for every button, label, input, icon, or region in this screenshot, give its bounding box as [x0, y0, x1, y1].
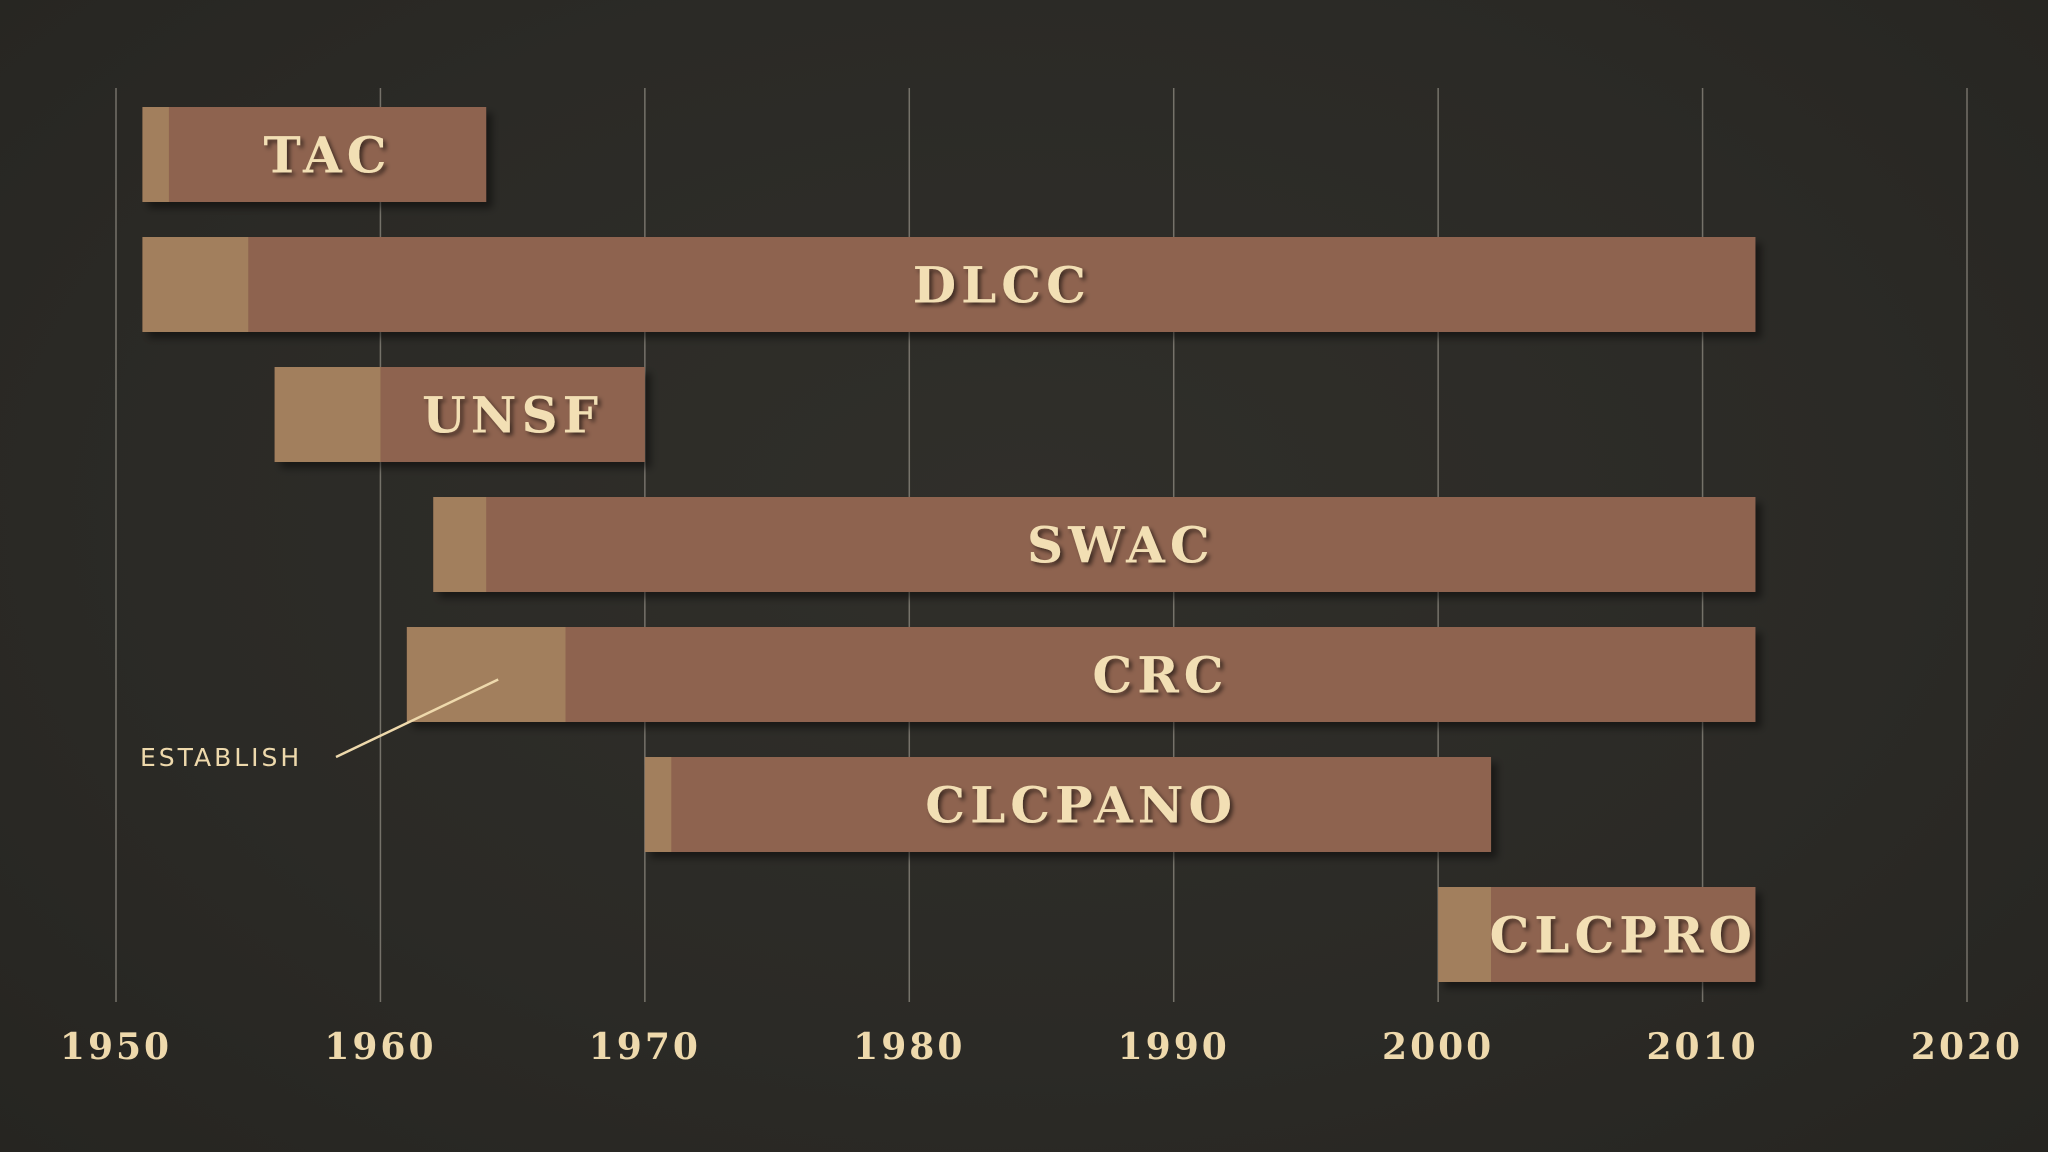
annotation-leader-line: [335, 678, 499, 759]
bar-label-dlcc: DLCC: [913, 256, 1091, 315]
bar-clcpano: [644, 757, 1492, 852]
bar-label-unsf: UNSF: [422, 386, 603, 445]
tick-label-2020: 2020: [1911, 1026, 2023, 1068]
bar-clcpro-establish: [1438, 887, 1492, 982]
bar-dlcc: [142, 237, 1756, 332]
bar-clcpro: [1438, 887, 1756, 982]
bar-label-clcpano: CLCPANO: [925, 776, 1237, 835]
bar-dlcc-establish: [142, 237, 249, 332]
bar-clcpano-establish: [644, 757, 672, 852]
tick-label-1970: 1970: [589, 1026, 701, 1068]
bar-label-tac: TAC: [264, 126, 392, 185]
tick-label-1950: 1950: [60, 1026, 172, 1068]
bar-label-crc: CRC: [1092, 646, 1228, 705]
bar-tac: [142, 107, 487, 202]
bar-swac-establish: [433, 497, 487, 592]
tick-label-1990: 1990: [1118, 1026, 1230, 1068]
tick-label-1980: 1980: [853, 1026, 965, 1068]
bar-swac-span: [433, 497, 1756, 592]
tick-label-1960: 1960: [324, 1026, 436, 1068]
bar-clcpano-span: [644, 757, 1492, 852]
bar-swac: [433, 497, 1756, 592]
bar-crc-span: [406, 627, 1756, 722]
tick-label-2000: 2000: [1382, 1026, 1494, 1068]
bars: TAC DLCC UNSF SWAC CRC CLCPANO CLCPRO: [142, 107, 1757, 982]
bar-dlcc-span: [142, 237, 1756, 332]
bar-label-clcpro: CLCPRO: [1490, 906, 1757, 965]
annotation: ESTABLISH: [140, 678, 499, 772]
tick-label-2010: 2010: [1646, 1026, 1758, 1068]
bar-tac-establish: [142, 107, 169, 202]
bar-unsf-establish: [274, 367, 381, 462]
bar-crc: [406, 627, 1756, 722]
annotation-establish-label: ESTABLISH: [140, 743, 302, 772]
bar-unsf: [274, 367, 645, 462]
bar-crc-establish: [406, 627, 566, 722]
bar-tac-span: [142, 107, 487, 202]
x-axis-ticks: 1950 1960 1970 1980 1990 2000 2010 2020: [60, 1026, 2023, 1068]
bar-label-swac: SWAC: [1027, 516, 1215, 575]
